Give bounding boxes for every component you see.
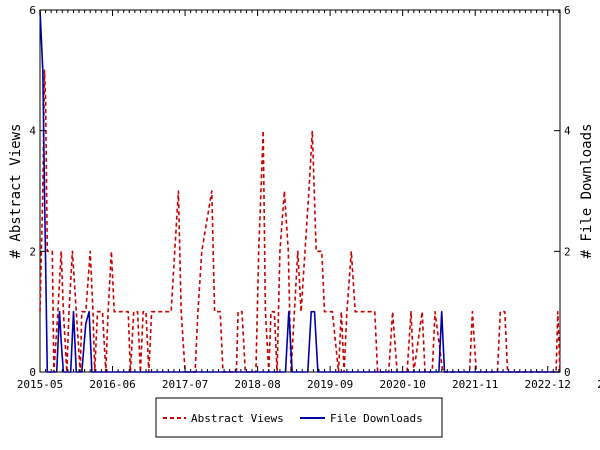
y-right-tick-label: 4 — [564, 125, 571, 138]
x-tick-label: 2019-09 — [307, 378, 353, 391]
legend-label-file-downloads: File Downloads — [330, 412, 423, 425]
y-left-tick-label: 2 — [29, 245, 36, 258]
x-tick-label: 2022-12 — [525, 378, 571, 391]
x-tick-label: 2020-10 — [379, 378, 425, 391]
x-tick-label: 2015-05 — [17, 378, 63, 391]
y-left-tick-label: 4 — [29, 125, 36, 138]
legend-box — [155, 397, 443, 438]
plot-frame — [39, 9, 561, 373]
x-tick-label: 2021-11 — [452, 378, 498, 391]
legend: Abstract Views File Downloads — [155, 397, 443, 438]
x-tick-label: 2016-06 — [89, 378, 135, 391]
x-tick-label: 2018-08 — [234, 378, 280, 391]
y-right-tick-label: 2 — [564, 245, 571, 258]
tick-layer: 2015-05 2016-06 2017-07 2018-08 2019-09 2020-… — [17, 4, 600, 391]
series-line-file-downloads — [39, 9, 560, 373]
legend-label-abstract-views: Abstract Views — [191, 412, 284, 425]
y-left-tick-label: 6 — [29, 4, 36, 17]
y-right-axis-title: # File Downloads — [579, 124, 595, 259]
series-line-abstract-views — [39, 69, 561, 373]
y-left-axis-title: # Abstract Views — [8, 124, 24, 259]
y-left-tick-label: 0 — [29, 366, 36, 379]
x-tick-label: 2017-07 — [162, 378, 208, 391]
y-right-tick-label: 0 — [564, 366, 571, 379]
y-right-tick-label: 6 — [564, 4, 571, 17]
series-layer — [39, 9, 561, 373]
